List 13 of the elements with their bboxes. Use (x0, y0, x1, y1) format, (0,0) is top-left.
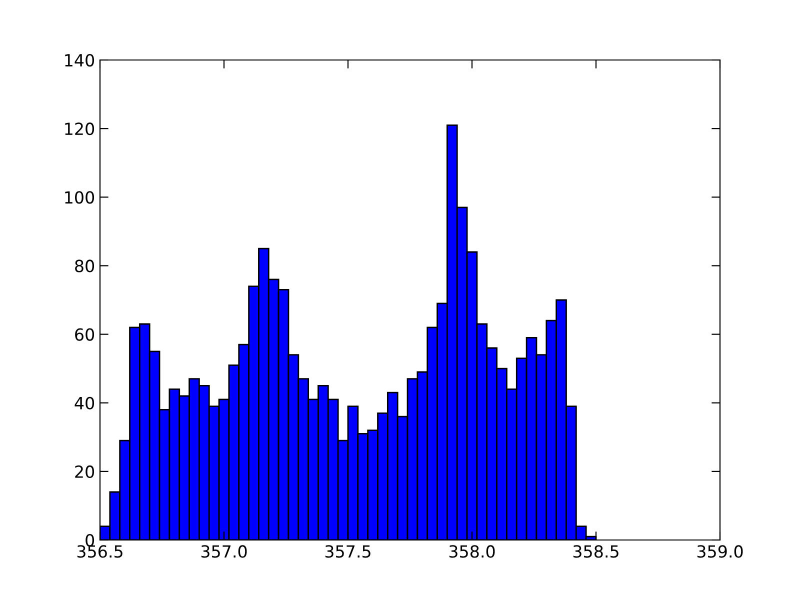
y-tick-label: 60 (75, 328, 94, 341)
x-tick-label: 357.5 (325, 545, 370, 558)
x-tick-label: 356.5 (77, 545, 122, 558)
y-tick-label: 40 (74, 396, 94, 410)
y-tick-label: 20 (75, 465, 94, 478)
x-tick-label: 359.0 (697, 545, 743, 558)
y-tick-label: 100 (65, 191, 94, 204)
y-tick-label: 140 (65, 54, 94, 67)
x-tick-label: 357.0 (201, 545, 247, 558)
y-tick-label: 80 (75, 260, 94, 272)
y-tick-label: 120 (65, 122, 94, 136)
x-tick-label: 358.5 (573, 545, 618, 558)
x-tick-label: 358.0 (449, 545, 495, 558)
